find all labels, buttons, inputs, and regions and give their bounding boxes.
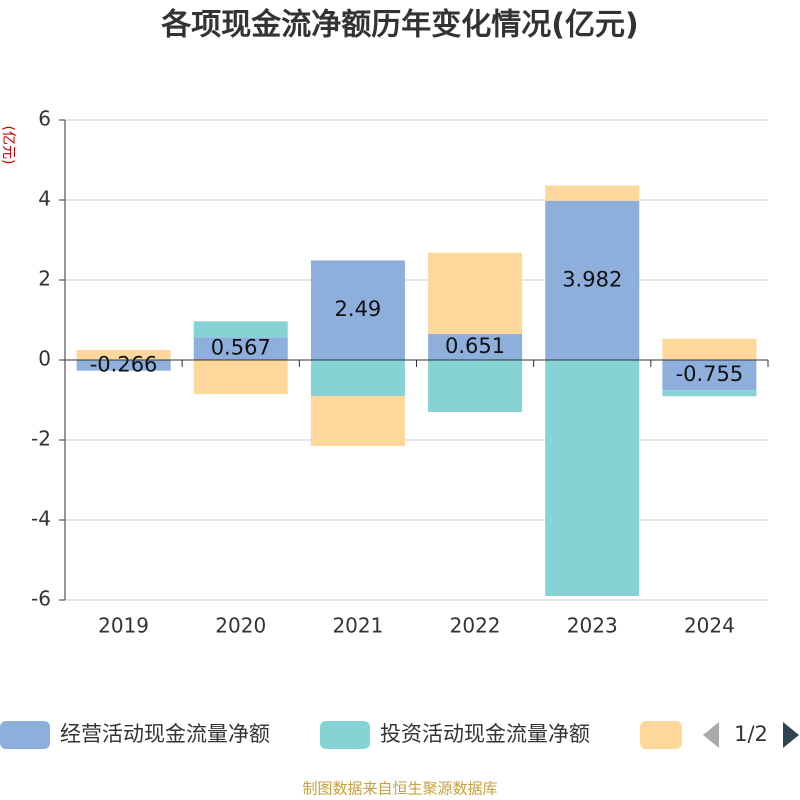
bar xyxy=(428,252,523,334)
legend-page: 1/2 xyxy=(734,722,768,746)
y-tick-label: 0 xyxy=(38,347,51,371)
bar xyxy=(428,333,523,360)
y-tick-label: 6 xyxy=(38,107,51,131)
bar xyxy=(76,360,171,371)
bar xyxy=(428,360,523,412)
bar xyxy=(193,360,288,394)
x-tick-label: 2023 xyxy=(567,614,618,638)
legend-swatch xyxy=(320,721,370,749)
bar xyxy=(662,360,757,391)
bar xyxy=(76,350,171,360)
x-tick-label: 2020 xyxy=(215,614,266,638)
bar xyxy=(545,360,640,596)
bar xyxy=(662,390,757,397)
bar xyxy=(193,337,288,360)
chart-title: 各项现金流净额历年变化情况(亿元) xyxy=(160,8,638,43)
data-label: 0.567 xyxy=(211,336,271,360)
data-label: 3.982 xyxy=(562,267,622,291)
bar xyxy=(310,360,405,396)
x-tick-label: 2024 xyxy=(684,614,735,638)
bar xyxy=(193,321,288,338)
legend-label: 投资活动现金流量净额 xyxy=(380,722,590,746)
data-label: -0.266 xyxy=(90,352,158,376)
y-tick-label: -2 xyxy=(31,427,51,451)
source: 制图数据来自恒生聚源数据库 xyxy=(302,780,497,798)
bar xyxy=(310,396,405,446)
y-tick-label: -4 xyxy=(31,507,51,531)
bar xyxy=(310,260,405,360)
y-axis-label: (亿元) xyxy=(0,126,16,165)
data-label: 2.49 xyxy=(335,297,382,321)
bar xyxy=(662,338,757,360)
y-tick-label: 4 xyxy=(38,187,51,211)
y-tick-label: -6 xyxy=(31,587,51,611)
bar xyxy=(545,185,640,201)
legend-next[interactable] xyxy=(783,722,799,748)
bar xyxy=(545,200,640,360)
x-tick-label: 2022 xyxy=(450,614,501,638)
y-tick-label: 2 xyxy=(38,267,51,291)
legend-swatch xyxy=(0,721,50,749)
legend-label: 经营活动现金流量净额 xyxy=(60,722,270,746)
data-label: 0.651 xyxy=(445,334,505,358)
legend-prev[interactable] xyxy=(703,722,719,748)
x-tick-label: 2021 xyxy=(332,614,383,638)
legend-swatch xyxy=(640,721,682,749)
x-tick-label: 2019 xyxy=(98,614,149,638)
data-label: -0.755 xyxy=(676,362,744,386)
